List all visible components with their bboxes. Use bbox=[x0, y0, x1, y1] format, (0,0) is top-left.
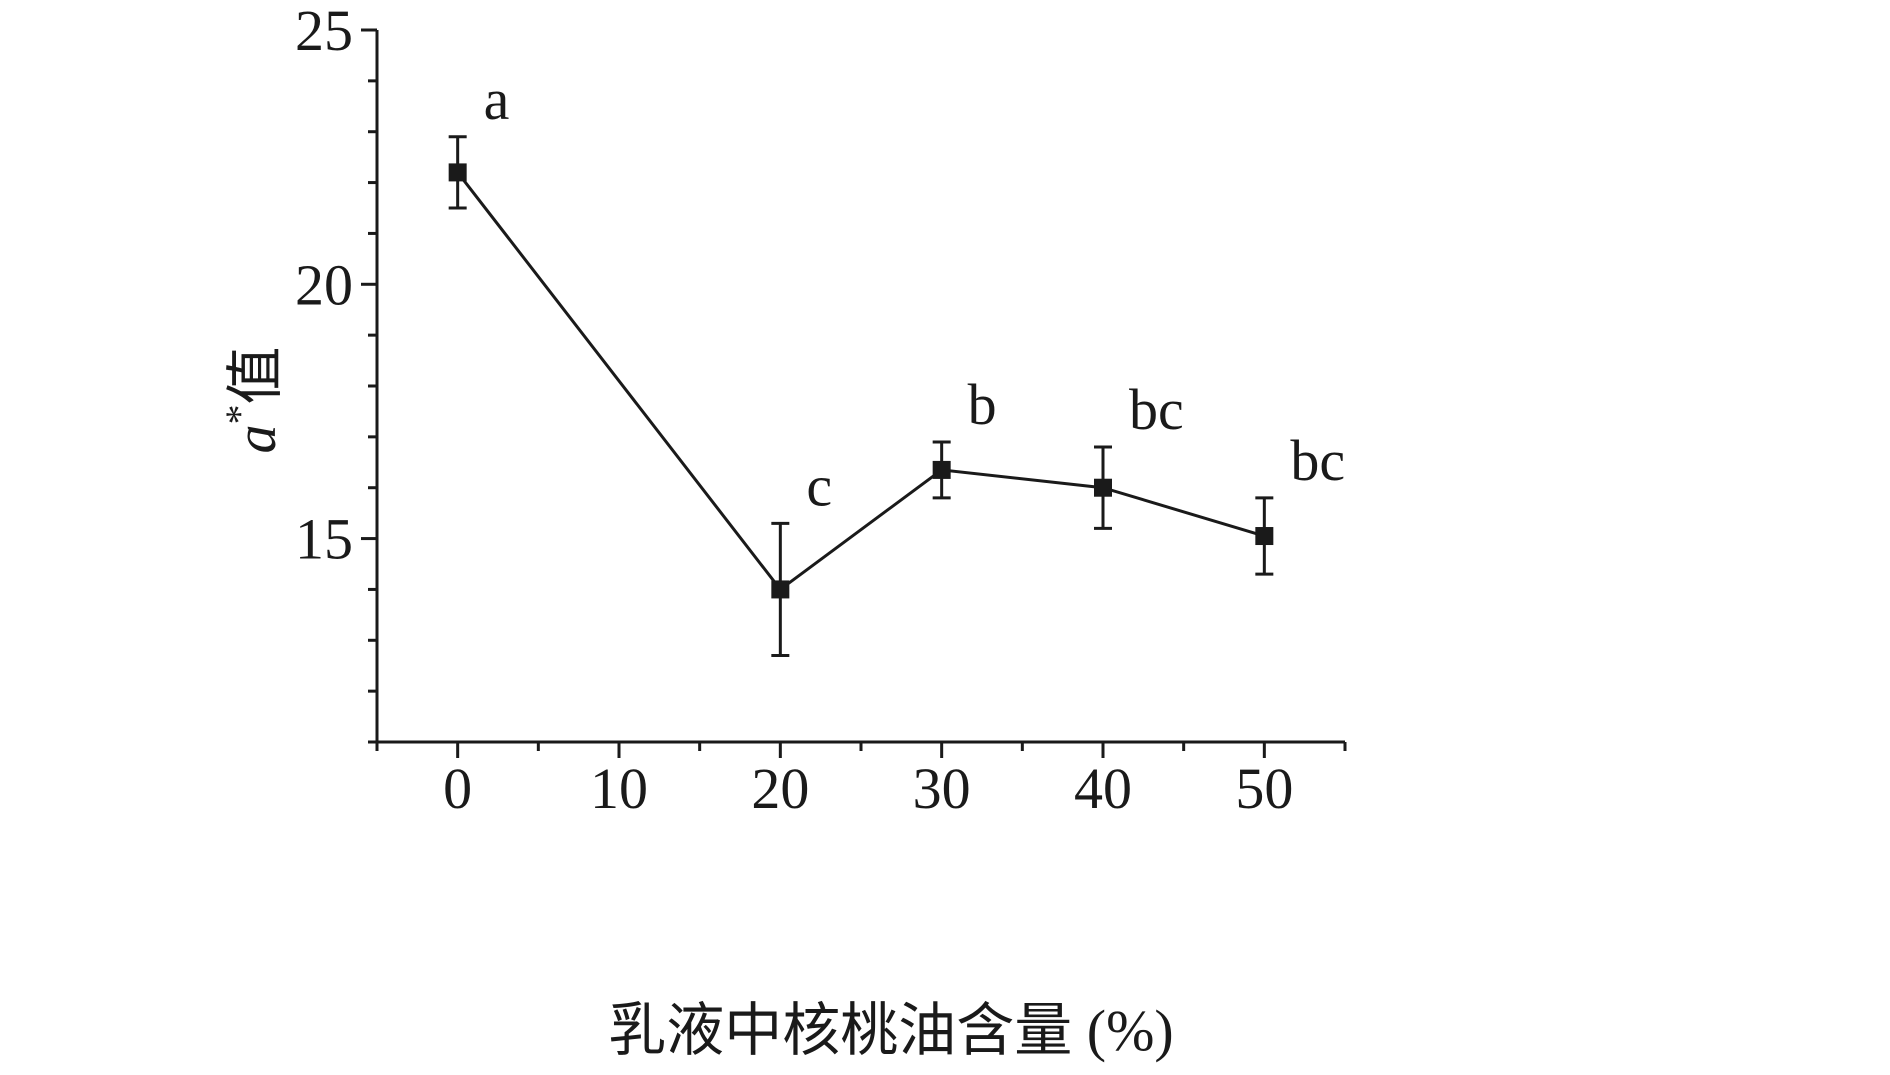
y-tick-label: 15 bbox=[295, 507, 353, 572]
x-tick-label: 50 bbox=[1235, 756, 1293, 821]
x-ticks: 0 10 20 30 40 50 bbox=[375, 742, 1347, 821]
data-point bbox=[771, 580, 790, 599]
y-axis-title: a*值 bbox=[217, 346, 288, 453]
y-axis-title-sup: * bbox=[217, 405, 262, 425]
data-point bbox=[932, 460, 951, 479]
y-axis-title-suffix: 值 bbox=[223, 346, 288, 404]
x-tick-label: 40 bbox=[1074, 756, 1132, 821]
significance-label: a bbox=[484, 67, 510, 132]
axis-titles: 乳液中核桃油含量 (%) a*值 bbox=[217, 346, 1174, 1063]
x-tick-label: 10 bbox=[590, 756, 648, 821]
x-tick-label: 0 bbox=[443, 756, 472, 821]
y-tick-label: 25 bbox=[295, 0, 353, 63]
significance-label: b bbox=[968, 372, 997, 437]
y-axis-title-main: a bbox=[223, 425, 288, 454]
axes bbox=[375, 30, 1345, 744]
significance-label: bc bbox=[1129, 377, 1184, 442]
x-tick-label: 20 bbox=[751, 756, 809, 821]
data-point bbox=[448, 163, 467, 182]
series: a c b bc bc bbox=[448, 67, 1345, 658]
data-point bbox=[1094, 478, 1112, 497]
x-tick-label: 30 bbox=[913, 756, 971, 821]
significance-label: c bbox=[806, 453, 832, 518]
y-tick-label: 20 bbox=[295, 252, 353, 317]
y-ticks: 15 20 25 bbox=[295, 0, 377, 744]
x-axis-title: 乳液中核桃油含量 (%) bbox=[608, 998, 1173, 1063]
significance-label: bc bbox=[1290, 428, 1345, 493]
data-point bbox=[1255, 527, 1274, 546]
